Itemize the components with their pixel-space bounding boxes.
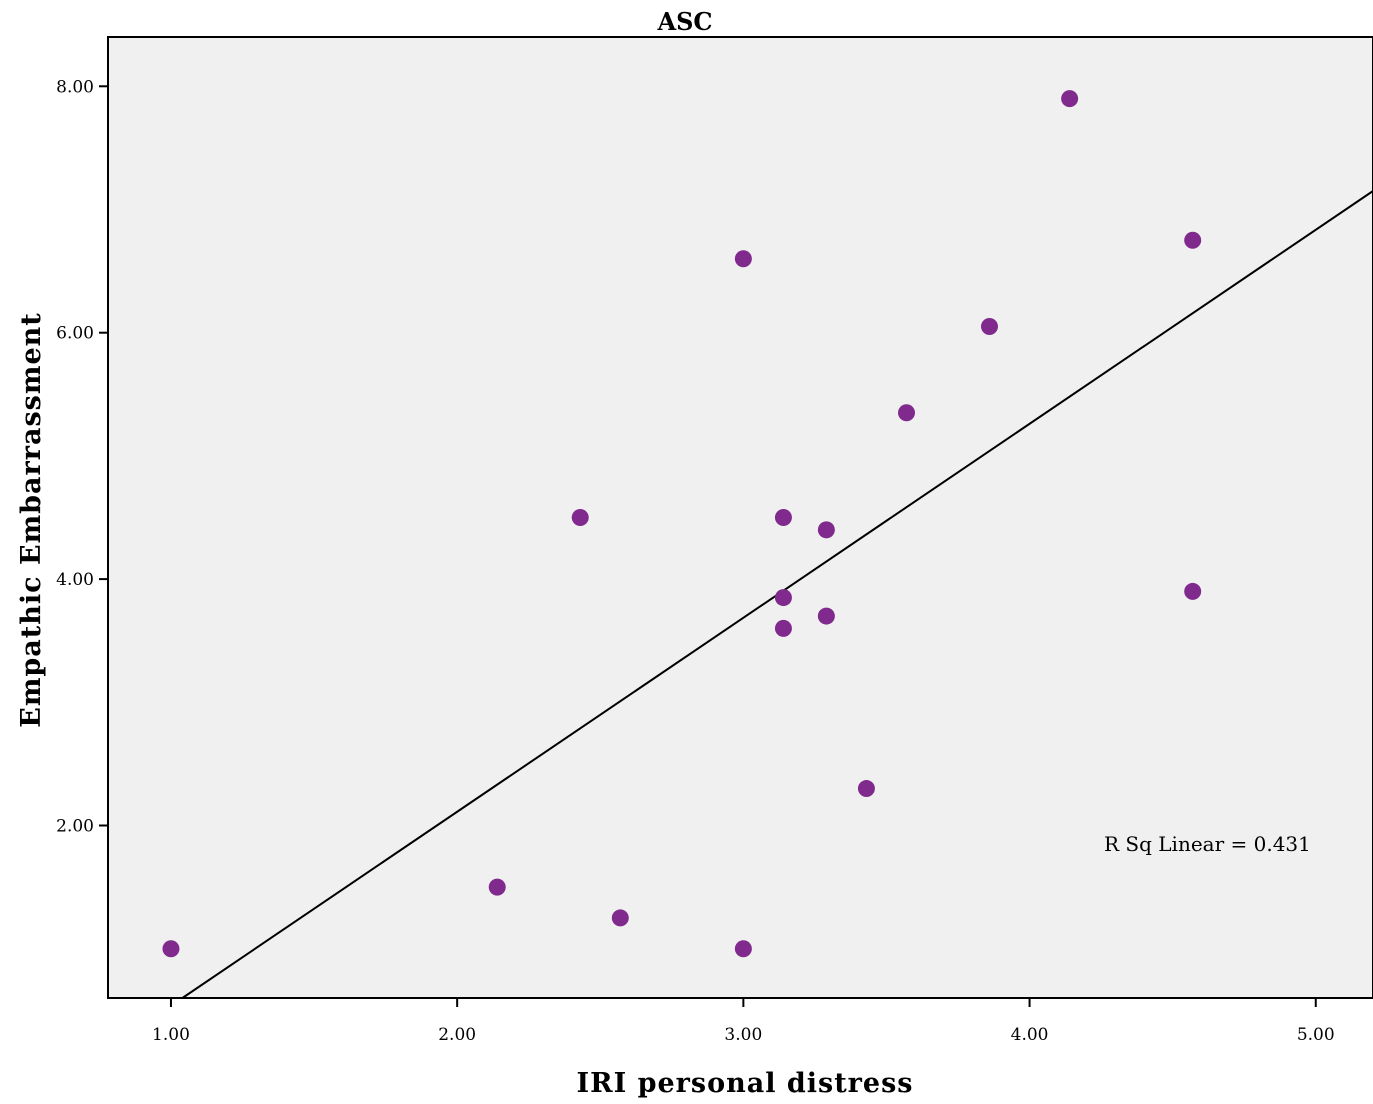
- data-point: [1184, 231, 1202, 249]
- data-point: [488, 878, 506, 896]
- x-tick-label: 4.00: [1011, 1025, 1049, 1045]
- data-point: [611, 909, 629, 927]
- y-tick-label: 2.00: [56, 817, 94, 837]
- data-point: [1184, 582, 1202, 600]
- chart-title: ASC: [656, 7, 712, 36]
- y-axis-ticks: 2.00 4.00 6.00 8.00: [56, 77, 108, 837]
- x-axis-ticks: 1.00 2.00 3.00 4.00 5.00: [152, 998, 1335, 1045]
- y-axis-label: Empathic Embarrassment: [16, 312, 47, 727]
- data-point: [734, 940, 752, 958]
- data-point: [162, 940, 180, 958]
- x-tick-label: 3.00: [724, 1025, 762, 1045]
- x-axis-label: IRI personal distress: [577, 1068, 914, 1099]
- plot-area: [108, 37, 1373, 998]
- r-squared-annotation: R Sq Linear = 0.431: [1104, 832, 1311, 856]
- data-point: [571, 509, 589, 526]
- y-tick-label: 4.00: [56, 570, 94, 590]
- data-point: [857, 780, 875, 798]
- data-point: [1061, 90, 1079, 108]
- points-layer: [162, 90, 1202, 958]
- data-point: [734, 250, 752, 268]
- data-point: [774, 589, 792, 607]
- data-point: [817, 521, 835, 539]
- y-tick-label: 8.00: [56, 77, 94, 97]
- data-point: [774, 619, 792, 637]
- data-point: [897, 404, 915, 422]
- data-point: [817, 607, 835, 625]
- data-point: [774, 509, 792, 526]
- x-tick-label: 1.00: [152, 1025, 190, 1045]
- x-tick-label: 2.00: [438, 1025, 476, 1045]
- x-tick-label: 5.00: [1297, 1025, 1335, 1045]
- plot-frame: [107, 36, 1373, 999]
- data-point: [980, 318, 998, 336]
- y-tick-label: 6.00: [56, 324, 94, 344]
